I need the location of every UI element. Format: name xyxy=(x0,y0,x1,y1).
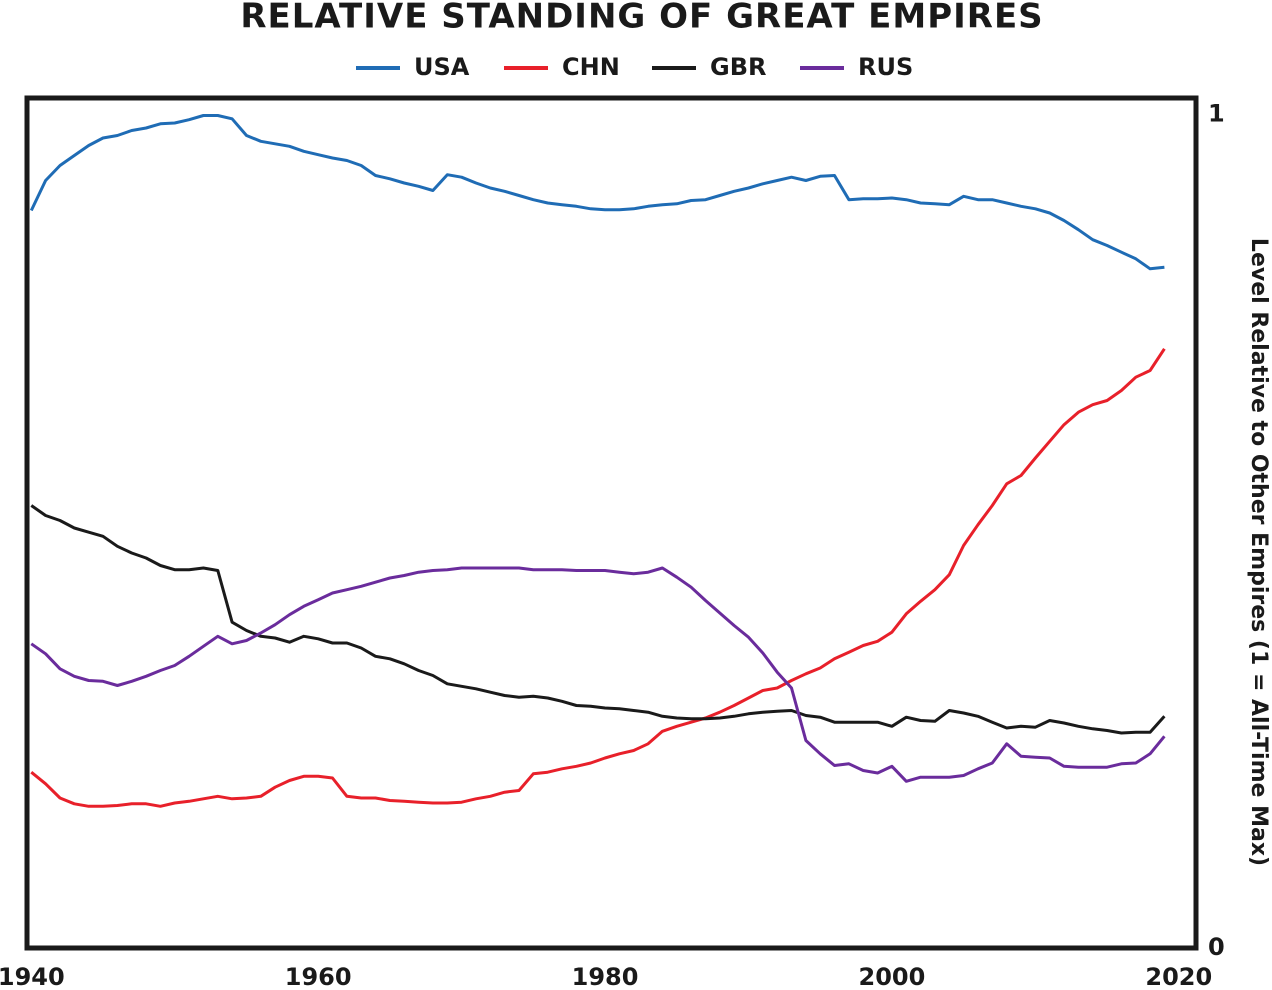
x-tick-label: 2020 xyxy=(1145,963,1212,990)
x-tick-label: 2000 xyxy=(859,963,926,990)
legend-label: GBR xyxy=(710,53,766,81)
plot-frame xyxy=(24,95,1199,951)
x-tick-label: 1980 xyxy=(572,963,639,990)
x-tick-label: 1960 xyxy=(285,963,352,990)
y-axis-label: Level Relative to Other Empires (1 = All… xyxy=(1246,238,1271,866)
series-line xyxy=(30,566,1166,783)
series-line xyxy=(30,504,1166,735)
legend-label: USA xyxy=(414,53,470,81)
legend-label: CHN xyxy=(562,53,620,81)
x-tick-label: 1940 xyxy=(0,963,65,990)
chart-title: RELATIVE STANDING OF GREAT EMPIRES xyxy=(240,0,1043,37)
series-line xyxy=(30,347,1166,808)
y-tick-label: 0 xyxy=(1208,933,1225,961)
legend-label: RUS xyxy=(858,53,913,81)
y-tick-label: 1 xyxy=(1208,100,1225,128)
series-line xyxy=(29,114,1165,271)
